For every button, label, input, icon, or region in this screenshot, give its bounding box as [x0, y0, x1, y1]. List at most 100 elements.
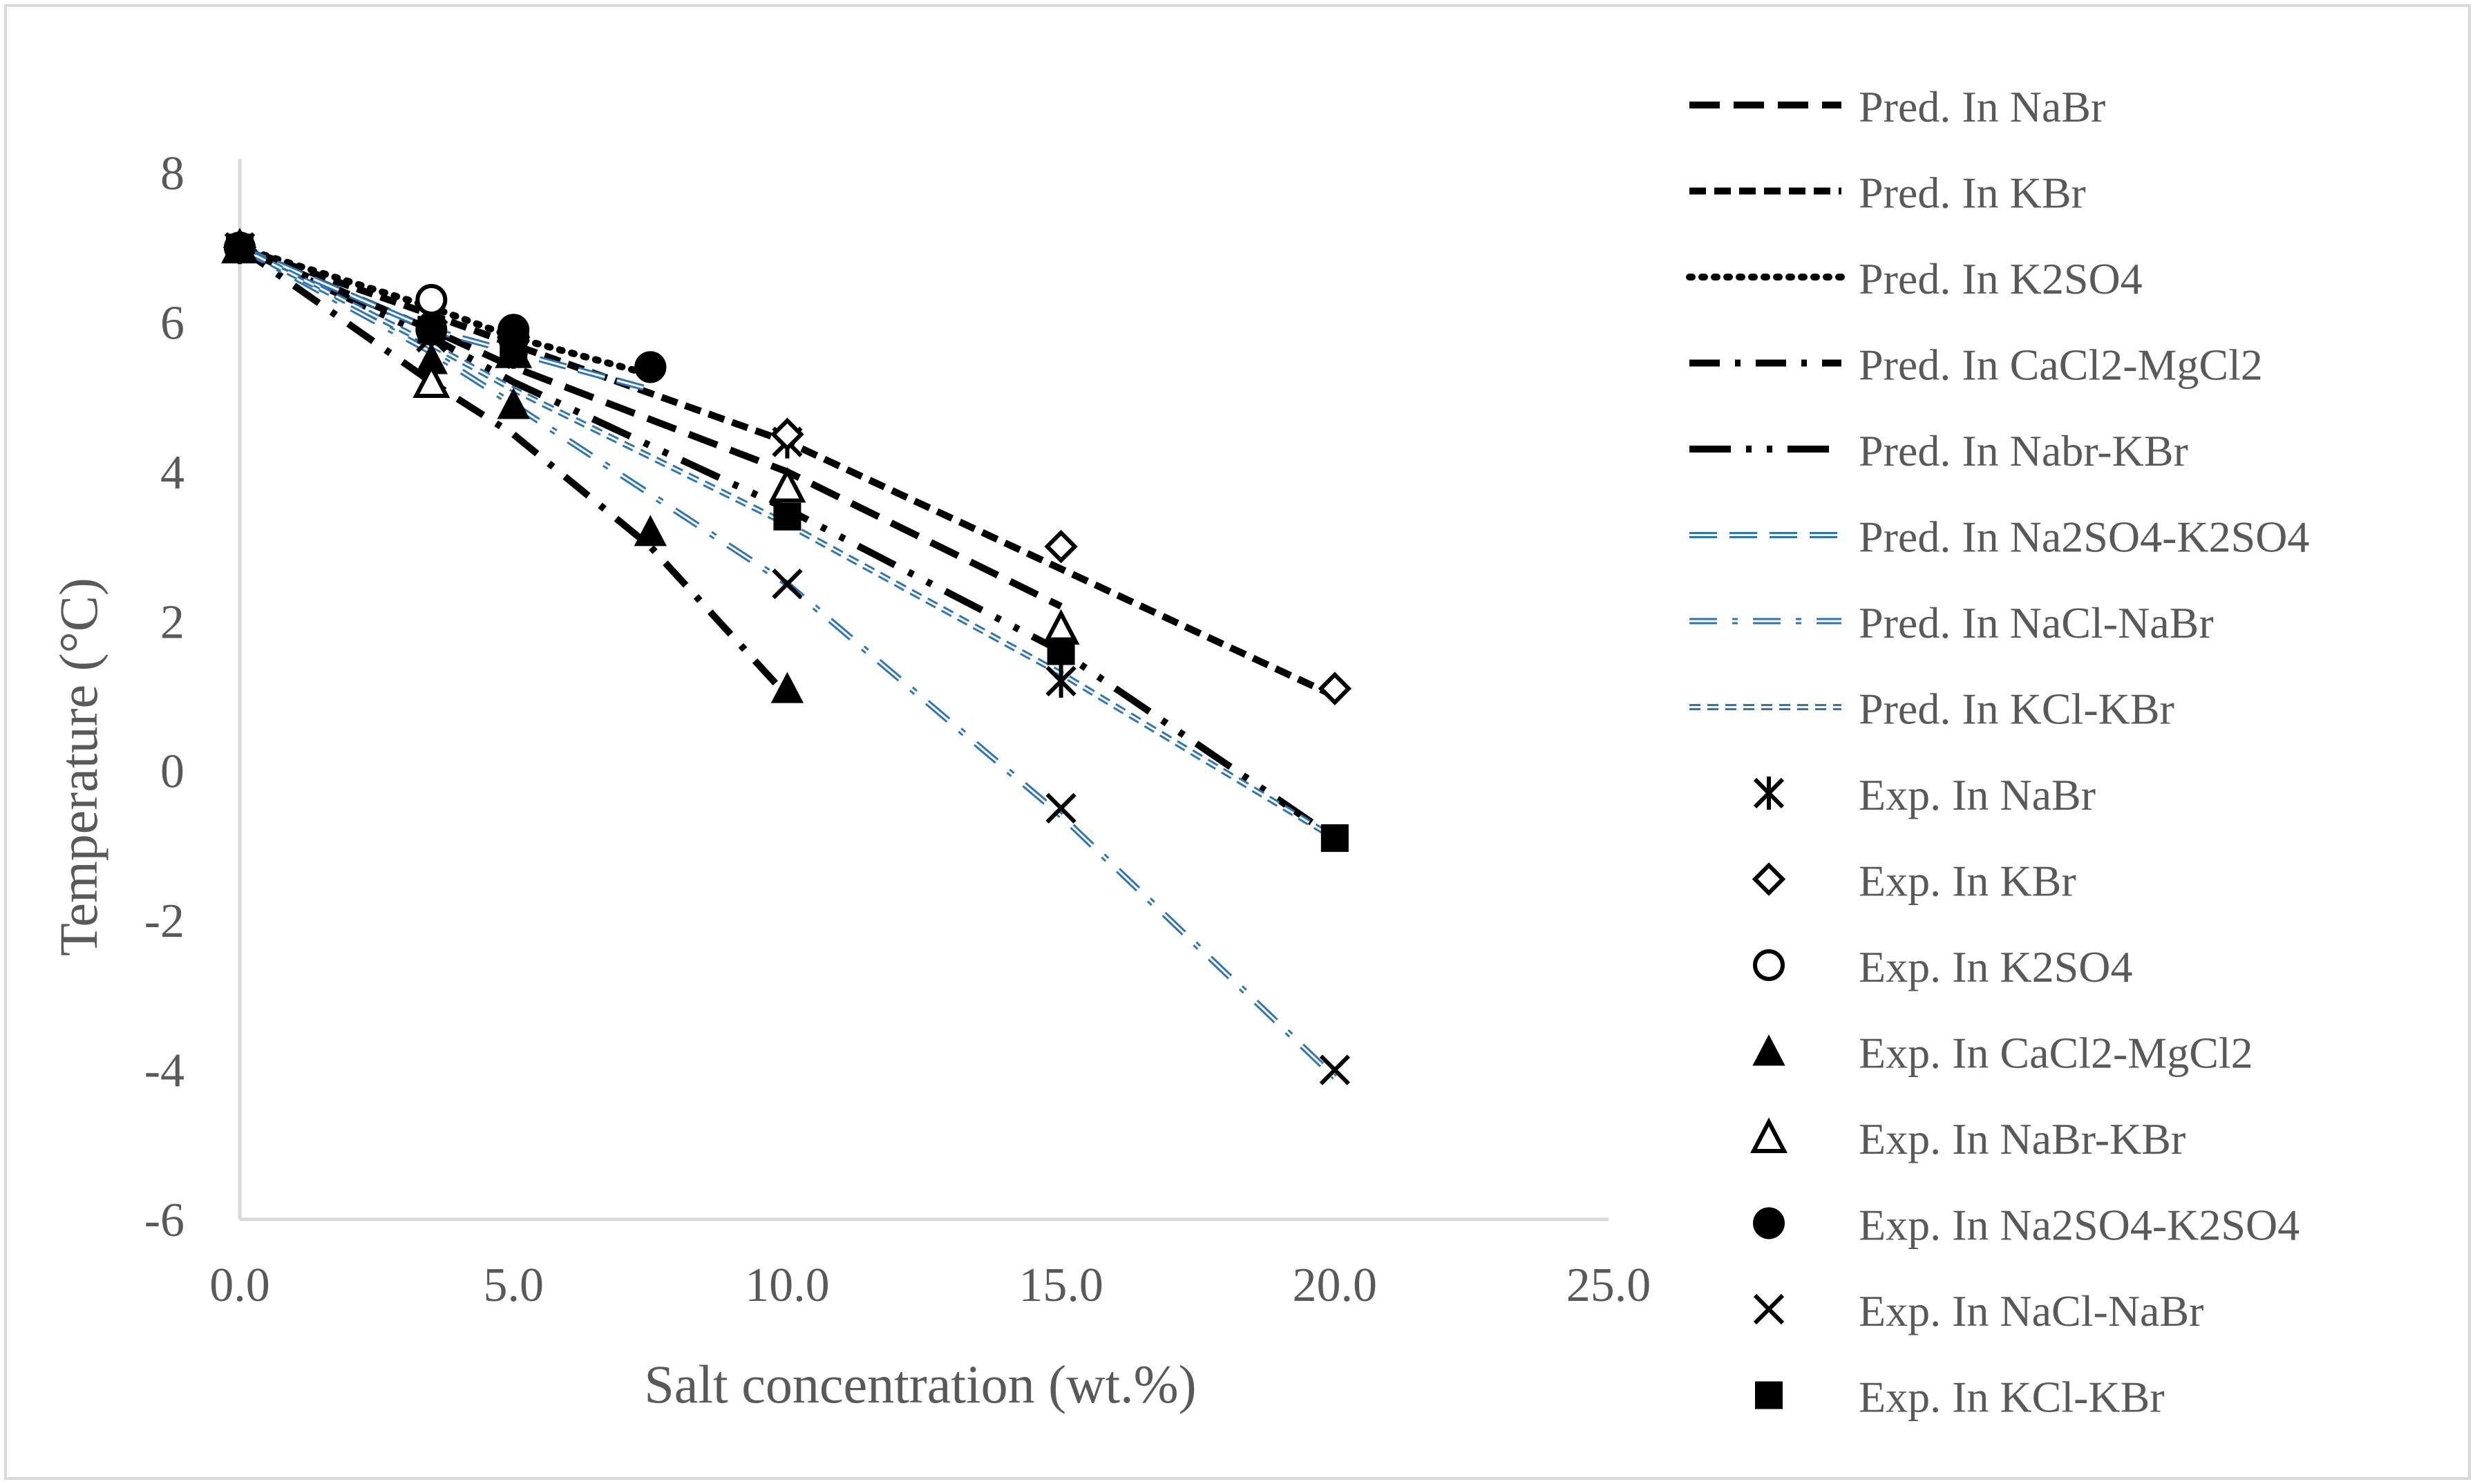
- data-point-exp-in-na2so4-k2so4-shape: [634, 351, 667, 383]
- legend-swatch-marker-shape: [1753, 949, 1785, 981]
- legend-swatch-marker-shape: [1750, 1117, 1788, 1153]
- legend-swatch-marker: [1753, 777, 1785, 810]
- data-point-exp-in-nabr: [1045, 664, 1077, 698]
- legend-swatch-marker-shape: [1755, 1381, 1783, 1409]
- series-line-pred-in-k2so4: [236, 244, 654, 379]
- data-point-exp-in-kbr: [1044, 529, 1078, 564]
- legend-swatch-marker: [1753, 1293, 1785, 1325]
- data-point-exp-in-nacl-nabr-stroke: [772, 569, 803, 600]
- legend-item: Exp. In NaCl-NaBr: [1753, 1286, 2203, 1335]
- legend-swatch-marker-shape: [1752, 862, 1786, 896]
- data-point-exp-in-cacl2-mgcl2: [497, 388, 530, 419]
- legend-label: Pred. In KCl-KBr: [1859, 685, 2174, 734]
- data-point-exp-in-cacl2-mgcl2: [770, 672, 804, 703]
- data-point-exp-in-kcl-kbr: [500, 338, 528, 366]
- data-point-exp-in-kcl-kbr-shape: [1320, 824, 1349, 853]
- y-tick-label: 6: [160, 296, 184, 350]
- legend-label: Pred. In Na2SO4-K2SO4: [1859, 513, 2309, 562]
- x-tick-label: 10.0: [745, 1259, 830, 1312]
- data-point-exp-in-kcl-kbr: [417, 316, 446, 344]
- legend-item: Pred. In NaBr: [1689, 82, 2105, 131]
- legend-item: Exp. In Na2SO4-K2SO4: [1753, 1201, 2299, 1250]
- data-point-exp-in-kcl-kbr-shape: [226, 234, 254, 262]
- data-point-exp-in-nabr-kbr: [413, 362, 451, 398]
- legend-swatch-marker-stroke: [1753, 1293, 1785, 1325]
- data-point-exp-in-kcl-kbr: [1320, 824, 1349, 853]
- data-point-exp-in-k2so4-shape: [415, 283, 448, 316]
- data-point-exp-in-nabr-kbr-shape: [413, 362, 451, 398]
- data-point-exp-in-kbr: [770, 417, 804, 451]
- legend-label: Exp. In NaBr-KBr: [1859, 1114, 2185, 1163]
- data-point-exp-in-na2so4-k2so4: [634, 351, 667, 383]
- legend-item: Pred. In KCl-KBr: [1689, 685, 2174, 734]
- legend-swatch-marker: [1753, 1207, 1785, 1239]
- legend-label: Pred. In NaBr: [1859, 82, 2105, 131]
- series-line-pred-in-cacl2-mgcl2: [238, 245, 790, 698]
- legend-swatch-marker: [1752, 1034, 1785, 1066]
- x-tick-label: 15.0: [1018, 1259, 1103, 1312]
- legend-item: Pred. In KBr: [1689, 169, 2086, 218]
- data-point-exp-in-kbr-shape: [1044, 529, 1078, 564]
- series-line-pred-in-nacl-nabr-inner: [239, 246, 1336, 1078]
- data-point-exp-in-nabr-kbr: [768, 467, 806, 503]
- legend-item: Exp. In NaBr-KBr: [1750, 1114, 2185, 1163]
- legend-label: Exp. In CaCl2-MgCl2: [1859, 1029, 2253, 1078]
- data-point-exp-in-kcl-kbr-shape: [773, 502, 802, 531]
- y-tick-label: 8: [160, 147, 184, 200]
- legend-label: Exp. In KBr: [1859, 857, 2076, 906]
- x-tick-label: 25.0: [1566, 1259, 1651, 1312]
- chart-border: [4, 4, 2471, 1480]
- series-line-pred-in-na2so4-k2so4-inner: [239, 246, 651, 391]
- x-axis-title: Salt concentration (wt.%): [644, 1354, 1196, 1414]
- legend-item: Pred. In K2SO4: [1686, 254, 2143, 303]
- legend-item: Pred. In NaCl-NaBr: [1689, 598, 2214, 647]
- legend-label: Pred. In KBr: [1859, 169, 2086, 218]
- x-tick-label: 0.0: [209, 1259, 270, 1312]
- legend-swatch-marker: [1753, 949, 1785, 981]
- data-point-exp-in-nacl-nabr: [1045, 792, 1077, 824]
- legend-swatch-marker-shape: [1752, 1034, 1785, 1066]
- data-point-exp-in-nacl-nabr: [1319, 1054, 1350, 1085]
- y-tick-label: 0: [160, 745, 184, 799]
- data-point-exp-in-cacl2-mgcl2-shape: [497, 388, 530, 419]
- series-line-pred-in-kbr: [238, 244, 1336, 700]
- legend-label: Exp. In KCl-KBr: [1859, 1373, 2165, 1422]
- series-line-pred-in-nabr-kbr: [238, 244, 1337, 841]
- data-point-exp-in-kbr-shape: [1318, 672, 1352, 705]
- y-tick-label: -6: [144, 1194, 184, 1247]
- data-point-exp-in-cacl2-mgcl2-shape: [634, 515, 667, 546]
- data-point-exp-in-kbr-shape: [770, 417, 804, 451]
- data-point-exp-in-kcl-kbr-shape: [417, 316, 446, 344]
- legend-item: Pred. In CaCl2-MgCl2: [1689, 341, 2263, 390]
- data-point-exp-in-kbr: [1318, 672, 1352, 705]
- legend-item: Exp. In CaCl2-MgCl2: [1752, 1029, 2253, 1078]
- legend-label: Exp. In Na2SO4-K2SO4: [1859, 1201, 2299, 1250]
- legend-swatch-marker: [1755, 1381, 1783, 1409]
- x-tick-label: 5.0: [483, 1259, 544, 1312]
- legend-label: Pred. In Nabr-KBr: [1859, 426, 2188, 475]
- legend-item: Exp. In K2SO4: [1753, 942, 2132, 991]
- data-point-exp-in-nabr-kbr-shape: [768, 467, 806, 503]
- legend-swatch-marker-shape: [1753, 1207, 1785, 1239]
- legend-item: Pred. In Na2SO4-K2SO4: [1689, 513, 2309, 562]
- data-point-exp-in-kcl-kbr-shape: [1047, 637, 1075, 665]
- y-tick-label: 2: [160, 596, 184, 649]
- legend-item: Pred. In Nabr-KBr: [1689, 426, 2188, 475]
- legend-label: Exp. In NaBr: [1859, 770, 2096, 819]
- data-point-exp-in-k2so4: [415, 283, 448, 316]
- legend-label: Pred. In NaCl-NaBr: [1859, 598, 2214, 647]
- series-line-pred-in-kcl-kbr-inner: [239, 246, 1336, 839]
- data-point-exp-in-nacl-nabr: [772, 569, 803, 600]
- plot-area: 0.0 5.0 10.0 15.0 20.0 25.0 -6 -4 -2 0 2 4 6 8: [144, 147, 1651, 1312]
- data-point-exp-in-nacl-nabr-stroke: [1045, 792, 1077, 824]
- legend-label: Pred. In CaCl2-MgCl2: [1859, 341, 2263, 390]
- legend-label: Pred. In K2SO4: [1859, 254, 2143, 303]
- data-point-exp-in-kcl-kbr: [1047, 637, 1075, 665]
- data-point-exp-in-cacl2-mgcl2-shape: [770, 672, 804, 703]
- data-point-exp-in-kcl-kbr-shape: [500, 338, 528, 366]
- data-point-exp-in-kcl-kbr: [226, 234, 254, 262]
- legend-label: Exp. In NaCl-NaBr: [1859, 1286, 2203, 1335]
- y-axis-title: Temperature (°C): [48, 578, 108, 956]
